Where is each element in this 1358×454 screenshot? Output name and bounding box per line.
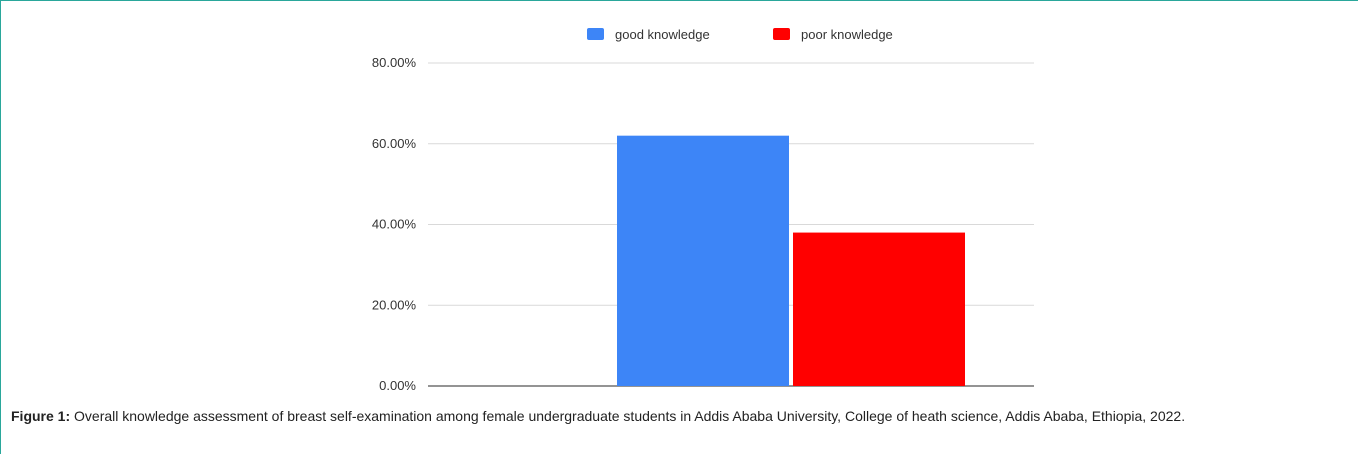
legend-swatch [773,28,790,40]
figure-caption: Figure 1: Overall knowledge assessment o… [11,406,1351,426]
caption-label: Figure 1: [11,408,71,424]
legend-swatch [587,28,604,40]
caption-text: Overall knowledge assessment of breast s… [70,408,1186,424]
legend-label: good knowledge [615,27,710,42]
legend: good knowledge poor knowledge [587,27,893,42]
y-tick-label: 80.00% [372,55,417,70]
y-tick-label: 60.00% [372,136,417,151]
y-tick-label: 0.00% [379,378,416,393]
bar-poor-knowledge [793,232,965,386]
y-tick-label: 20.00% [372,297,417,312]
bar-chart: 0.00% 20.00% 40.00% 60.00% 80.00% good knowl… [372,27,1034,393]
y-axis-ticks: 0.00% 20.00% 40.00% 60.00% 80.00% [372,55,417,393]
bar-good-knowledge [617,135,789,386]
bars [617,135,965,386]
legend-label: poor knowledge [801,27,893,42]
y-tick-label: 40.00% [372,217,417,232]
